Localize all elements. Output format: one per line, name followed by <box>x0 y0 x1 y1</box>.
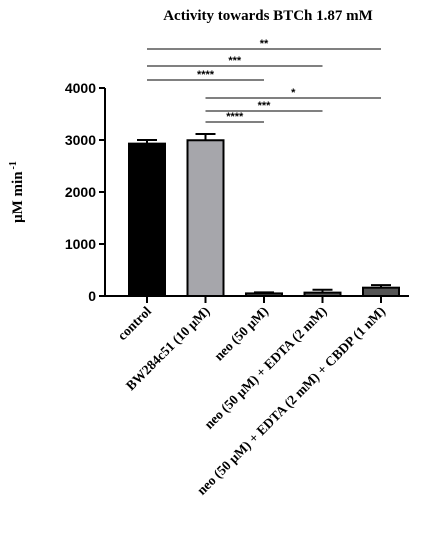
y-tick-label: 3000 <box>65 132 96 148</box>
bars <box>128 133 400 303</box>
x-tick-label: neo (50 μM) <box>211 304 271 364</box>
y-axis: 0 1000 2000 3000 4000 <box>65 80 409 304</box>
y-tick-label: 4000 <box>65 80 96 96</box>
significance-label: * <box>291 87 296 99</box>
significance-label: ** <box>260 38 269 50</box>
y-tick-label: 0 <box>88 288 96 304</box>
y-axis-label-superscript: -1 <box>8 161 19 169</box>
significance-brackets: ***************** <box>147 38 381 123</box>
y-axis-label: μM min -1 <box>8 161 26 223</box>
significance-label: **** <box>197 69 215 81</box>
bar <box>186 139 225 297</box>
x-tick-label: control <box>115 303 155 343</box>
y-tick-label: 2000 <box>65 184 96 200</box>
y-axis-label-main: μM min <box>10 171 26 223</box>
significance-label: *** <box>258 100 272 112</box>
bar <box>245 292 283 297</box>
bar <box>362 286 400 297</box>
significance-label: **** <box>226 111 244 123</box>
y-tick-label: 1000 <box>65 236 96 252</box>
x-tick-label: neo (50 μM) + EDTA (2 mM) <box>201 304 329 432</box>
bar <box>128 142 166 297</box>
bar <box>303 291 342 297</box>
significance-label: *** <box>228 55 242 67</box>
chart-title: Activity towards BTCh 1.87 mM <box>163 8 373 24</box>
